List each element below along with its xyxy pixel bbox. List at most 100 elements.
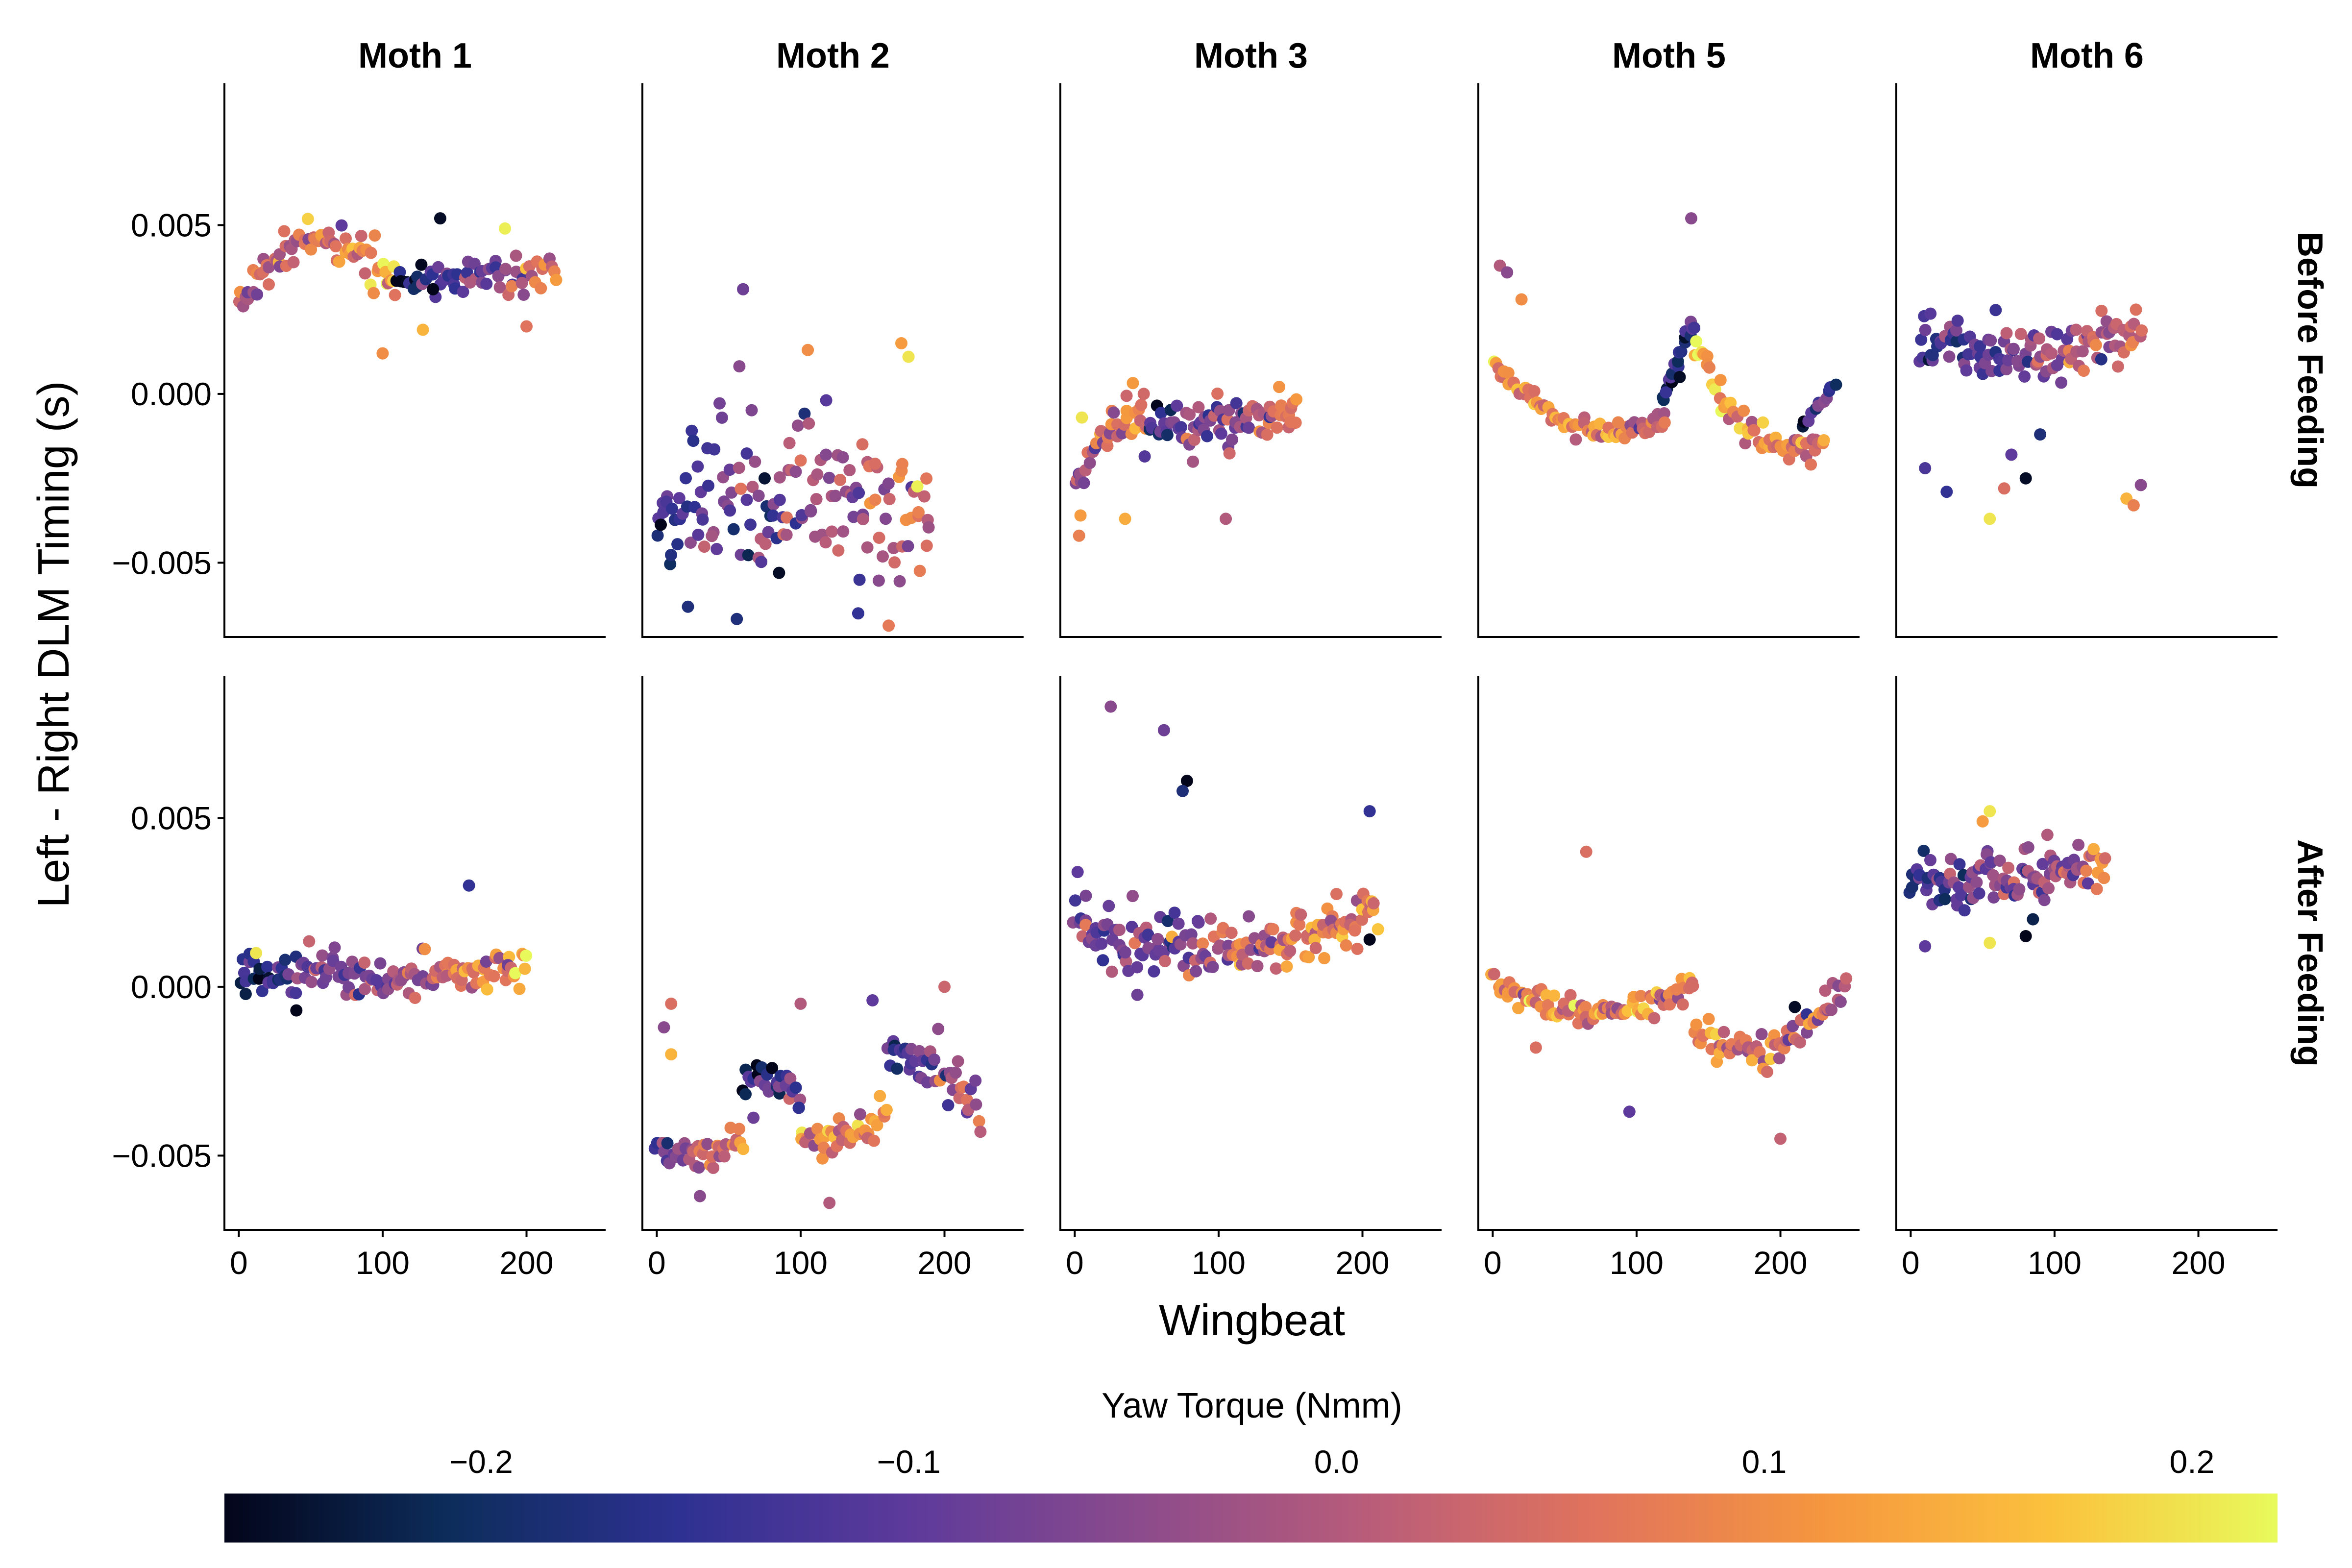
- scatter-point: [1161, 915, 1174, 928]
- scatter-point: [463, 879, 475, 892]
- scatter-point: [1267, 923, 1279, 935]
- scatter-point: [1919, 462, 1932, 474]
- scatter-point: [1673, 371, 1686, 383]
- scatter-point: [792, 1102, 805, 1114]
- scatter-point: [1155, 407, 1167, 419]
- scatter-point: [253, 972, 265, 985]
- scatter-point: [1069, 894, 1081, 907]
- scatter-points: [1488, 212, 1842, 471]
- scatter-point: [1073, 529, 1085, 542]
- scatter-point: [481, 983, 493, 996]
- scatter-point: [1970, 876, 1983, 889]
- scatter-point: [2087, 843, 2100, 856]
- scatter-point: [773, 566, 785, 579]
- scatter-point: [1201, 430, 1213, 442]
- scatter-point: [415, 258, 428, 271]
- scatter-point: [1951, 315, 1964, 327]
- scatter-point: [820, 448, 833, 461]
- scatter-point: [733, 360, 746, 373]
- scatter-point: [961, 1094, 973, 1106]
- scatter-point: [1580, 845, 1592, 858]
- scatter-points: [235, 879, 533, 1017]
- scatter-point: [832, 544, 845, 557]
- scatter-point: [1190, 965, 1202, 978]
- scatter-point: [505, 280, 518, 293]
- scatter-point: [1105, 965, 1118, 978]
- scatter-point: [2034, 428, 2047, 441]
- scatter-point: [1183, 408, 1196, 421]
- scatter-point: [692, 528, 705, 541]
- panel-after-moth-col2: 0 100 200: [641, 676, 1024, 1281]
- scatter-point: [974, 1126, 987, 1138]
- scatter-point: [2099, 852, 2111, 865]
- scatter-point: [1984, 334, 1997, 347]
- scatter-point: [2005, 448, 2018, 461]
- scatter-point: [1660, 386, 1672, 399]
- scatter-point: [973, 1115, 985, 1127]
- scatter-point: [290, 1004, 303, 1017]
- scatter-point: [1714, 374, 1727, 387]
- scatter-point: [1289, 929, 1302, 942]
- panel-axes: [1895, 83, 2278, 638]
- x-tick-label: 0: [1902, 1245, 1920, 1281]
- scatter-point: [789, 1081, 802, 1094]
- column-title-moth-1: Moth 1: [358, 36, 472, 75]
- panel-axes: [641, 83, 1024, 638]
- scatter-point: [854, 1108, 866, 1121]
- scatter-points: [233, 212, 563, 360]
- scatter-point: [857, 513, 869, 525]
- scatter-point: [1648, 1012, 1661, 1025]
- scatter-point: [701, 1138, 714, 1151]
- scatter-point: [2070, 323, 2082, 336]
- scatter-point: [518, 962, 531, 975]
- scatter-point: [1738, 404, 1750, 417]
- y-tick-label: 0.000: [131, 376, 212, 412]
- scatter-point: [1623, 1105, 1636, 1118]
- scatter-point: [1330, 888, 1343, 900]
- scatter-point: [1242, 957, 1254, 970]
- scatter-point: [759, 472, 771, 485]
- scatter-point: [740, 493, 753, 506]
- scatter-point: [692, 1161, 705, 1174]
- x-tick-label: 200: [2171, 1245, 2225, 1281]
- scatter-point: [1688, 321, 1701, 334]
- scatter-point: [499, 263, 512, 275]
- scatter-point: [480, 277, 493, 290]
- scatter-point: [2008, 343, 2020, 355]
- scatter-point: [791, 419, 804, 432]
- x-tick-label: 0: [230, 1245, 248, 1281]
- x-tick-label: 200: [1335, 1245, 1389, 1281]
- scatter-point: [1501, 266, 1514, 279]
- scatter-point: [740, 447, 753, 460]
- scatter-point: [1119, 513, 1131, 525]
- x-tick-label: 200: [499, 1245, 553, 1281]
- scatter-point: [1974, 340, 1986, 353]
- scatter-point: [755, 556, 768, 568]
- scatter-point: [1270, 962, 1282, 975]
- scatter-point: [1131, 961, 1144, 974]
- scatter-point: [871, 1119, 883, 1131]
- panel-axes: [1059, 676, 1442, 1231]
- scatter-point: [393, 266, 406, 278]
- scatter-point: [691, 460, 704, 473]
- scatter-point: [970, 1098, 982, 1111]
- scatter-point: [1773, 1052, 1786, 1065]
- scatter-point: [1079, 889, 1092, 902]
- scatter-point: [1685, 212, 1697, 225]
- scatter-point: [416, 323, 429, 336]
- scatter-point: [2014, 328, 2027, 341]
- scatter-point: [287, 256, 300, 269]
- scatter-point: [773, 471, 786, 484]
- scatter-point: [513, 982, 526, 995]
- scatter-point: [1987, 891, 2000, 904]
- scatter-point: [759, 538, 772, 550]
- scatter-point: [261, 960, 273, 973]
- scatter-point: [658, 1021, 670, 1034]
- scatter-point: [1174, 938, 1187, 951]
- scatter-point: [882, 619, 895, 632]
- scatter-point: [950, 1066, 962, 1079]
- scatter-point: [2038, 894, 2051, 906]
- scatter-point: [1161, 429, 1174, 441]
- scatter-point: [912, 506, 925, 518]
- scatter-point: [938, 980, 951, 993]
